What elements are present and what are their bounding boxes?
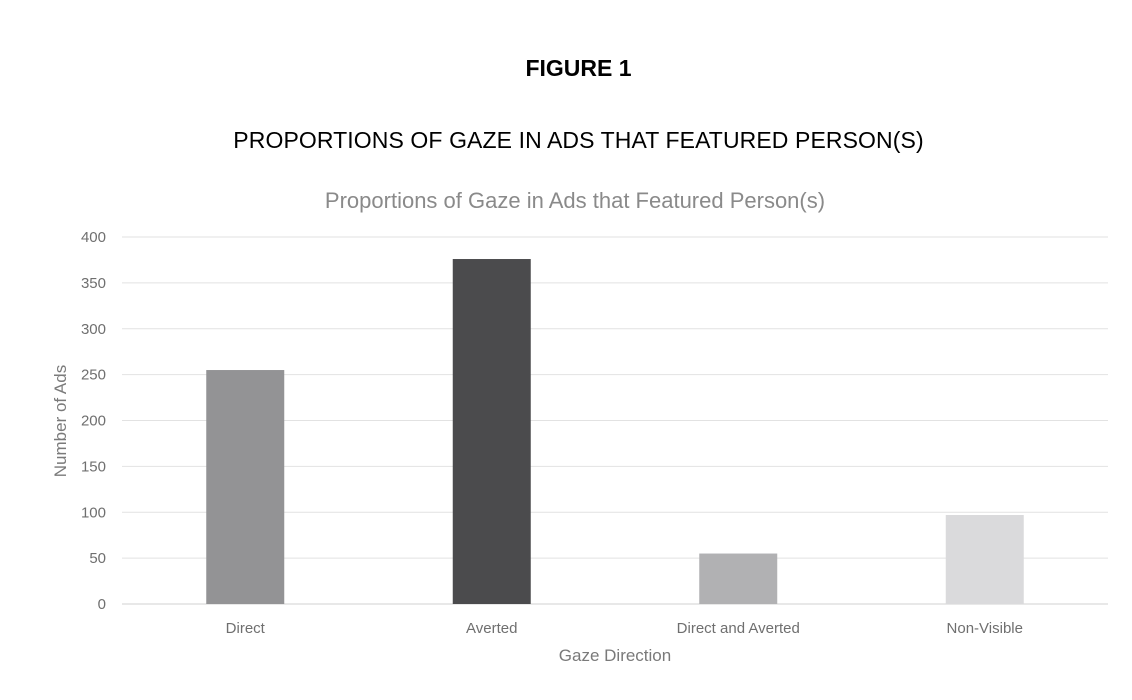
bar-non-visible [945, 515, 1024, 604]
y-tick-label: 50 [89, 550, 106, 567]
y-tick-label: 100 [81, 504, 106, 521]
x-tick-label: Averted [466, 620, 517, 637]
gridlines [122, 236, 1108, 605]
y-tick-label: 300 [81, 321, 106, 338]
y-tick-label: 400 [81, 229, 106, 246]
bars [206, 259, 1024, 604]
figure-caption: PROPORTIONS OF GAZE IN ADS THAT FEATURED… [233, 127, 924, 153]
x-axis-label: Gaze Direction [559, 646, 671, 665]
chart-title: Proportions of Gaze in Ads that Featured… [325, 188, 825, 213]
y-tick-label: 350 [81, 275, 106, 292]
bar-averted [452, 259, 531, 604]
y-axis-label: Number of Ads [51, 365, 70, 477]
y-tick-label: 200 [81, 413, 106, 430]
y-tick-label: 0 [98, 596, 106, 613]
x-tick-labels: Direct Averted Direct and Averted Non-Visib… [226, 620, 1023, 637]
y-tick-label: 250 [81, 367, 106, 384]
bar-direct-and-averted [699, 553, 778, 604]
x-tick-label: Direct and Averted [677, 620, 800, 637]
y-tick-labels: 0 50 100 150 200 250 300 350 400 [81, 229, 106, 613]
bar-direct [206, 370, 285, 604]
y-tick-label: 150 [81, 458, 106, 475]
x-tick-label: Non-Visible [947, 620, 1023, 637]
figure-label: FIGURE 1 [525, 55, 632, 81]
x-tick-label: Direct [226, 620, 266, 637]
